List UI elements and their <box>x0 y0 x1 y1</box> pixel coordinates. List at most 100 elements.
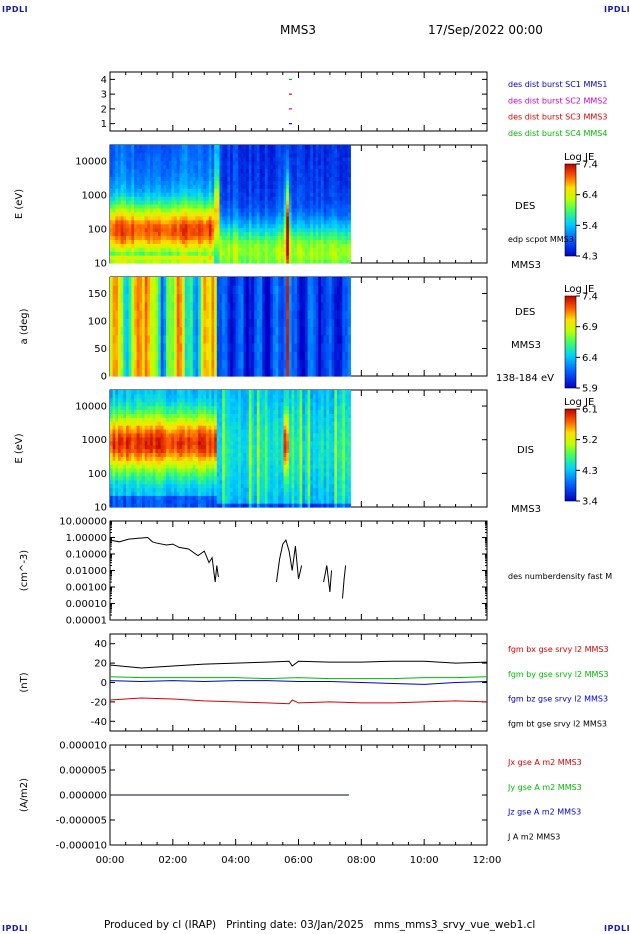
y-tick-label: 1000 <box>82 191 107 202</box>
y-tick-label: 0.00001 <box>66 616 107 627</box>
y-tick-label: 0.000000 <box>59 791 107 802</box>
y-tick-label: 0 <box>101 372 107 383</box>
density-line <box>342 565 347 599</box>
des-energy-spectrogram <box>110 145 351 264</box>
series-label: fgm bt gse srvy l2 MMS3 <box>508 719 607 728</box>
y-tick-label: 0.000010 <box>59 741 107 752</box>
y-tick-label: 100 <box>88 317 107 328</box>
y-tick-label: 10.00000 <box>59 517 107 528</box>
colorbar-tick-label: 6.9 <box>582 322 598 333</box>
time-tick-label: 04:00 <box>221 855 250 866</box>
panel-side-label: 138-184 eV <box>496 373 554 384</box>
y-tick-label: 1 <box>101 119 107 130</box>
corner-label-bottom-right: IPDLI <box>604 924 630 933</box>
y-tick-label: 0.00100 <box>66 583 107 594</box>
series-label: Jy gse A m2 MMS3 <box>507 783 582 792</box>
y-axis-label: (nT) <box>19 672 30 692</box>
colorbar-tick-label: 6.4 <box>582 353 598 364</box>
time-tick-label: 06:00 <box>284 855 313 866</box>
time-tick-label: 12:00 <box>473 855 502 866</box>
colorbar-tick-label: 5.2 <box>582 435 598 446</box>
density-line <box>276 539 303 583</box>
panel-side-label: MMS3 <box>511 340 541 351</box>
legend-entry: des dist burst SC1 MMS1 <box>508 80 607 89</box>
y-tick-label: 2 <box>101 104 107 115</box>
y-axis-label: a (deg) <box>19 308 30 344</box>
colorbar-tick-label: 7.4 <box>582 160 598 171</box>
panel-frame <box>109 520 488 621</box>
legend-entry: des dist burst SC3 MMS3 <box>508 113 607 122</box>
colorbar-tick-label: 3.4 <box>582 497 598 508</box>
time-tick-label: 10:00 <box>410 855 439 866</box>
panel-side-label: MMS3 <box>511 260 541 271</box>
time-tick-label: 02:00 <box>158 855 187 866</box>
y-tick-label: -20 <box>91 697 107 708</box>
des-pitch-angle-spectrogram <box>110 277 351 377</box>
series-label: Jz gse A m2 MMS3 <box>507 808 581 817</box>
colorbar-tick-label: 7.4 <box>582 292 598 303</box>
colorbar-title: Log JE <box>564 397 594 408</box>
y-tick-label: 0 <box>101 678 107 689</box>
colorbar-tick-label: 4.3 <box>582 252 598 263</box>
density-line <box>323 565 332 593</box>
colorbar-tick-label: 5.9 <box>582 384 598 395</box>
corner-label-top-left: IPDLI <box>2 5 29 14</box>
field-line <box>109 680 488 685</box>
legend-entry: des dist burst SC4 MMS4 <box>508 129 607 138</box>
y-tick-label: 20 <box>94 659 107 670</box>
y-tick-label: 10 <box>94 259 107 270</box>
y-tick-label: 1.00000 <box>66 533 107 544</box>
series-label: Jx gse A m2 MMS3 <box>507 758 582 767</box>
footer-info: Produced by cl (IRAP) Printing date: 03/… <box>104 919 536 931</box>
des-energy-colorbar <box>564 163 577 257</box>
legend-entry: des dist burst SC2 MMS2 <box>508 96 607 105</box>
y-tick-label: 150 <box>88 289 107 300</box>
y-tick-label: 0.000005 <box>59 766 107 777</box>
density-line <box>213 565 219 583</box>
colorbar-tick-label: 6.1 <box>582 405 598 416</box>
dis-energy-colorbar <box>564 408 577 502</box>
y-tick-label: 10000 <box>75 402 107 413</box>
colorbar-tick-label: 5.4 <box>582 221 598 232</box>
y-tick-label: 3 <box>101 90 107 101</box>
density-line <box>109 536 215 571</box>
series-label: fgm by gse srvy l2 MMS3 <box>508 670 609 679</box>
series-label: fgm bz gse srvy l2 MMS3 <box>508 695 608 704</box>
panel-side-label: DES <box>515 201 535 212</box>
des-pitch-colorbar <box>564 295 577 389</box>
y-tick-label: 0.01000 <box>66 566 107 577</box>
colorbar-title: Log JE <box>564 152 594 163</box>
corner-label-top-right: IPDLI <box>604 5 630 14</box>
y-axis-label: (cm^-3) <box>19 550 30 591</box>
y-tick-label: 0.10000 <box>66 550 107 561</box>
series-label: des numberdensity fast M <box>508 572 612 581</box>
field-line <box>109 660 488 669</box>
corner-label-bottom-left: IPDLI <box>2 924 29 933</box>
y-tick-label: 100 <box>88 469 107 480</box>
y-tick-label: 10000 <box>75 157 107 168</box>
y-axis-label: (A/m2) <box>19 778 30 812</box>
panel-frame <box>109 71 488 132</box>
y-tick-label: -40 <box>91 717 107 728</box>
y-tick-label: 10 <box>94 503 107 514</box>
y-tick-label: 50 <box>94 344 107 355</box>
y-axis-label: E (eV) <box>14 433 25 463</box>
colorbar-tick-label: 6.4 <box>582 190 598 201</box>
y-tick-label: 0.00010 <box>66 599 107 610</box>
y-tick-label: -0.000010 <box>56 841 107 852</box>
panel-side-label: DIS <box>517 445 534 456</box>
spacecraft-title: MMS3 <box>280 23 316 37</box>
colorbar-title: Log JE <box>564 284 594 295</box>
panel-frame <box>109 633 488 732</box>
y-tick-label: 4 <box>101 75 107 86</box>
field-line <box>109 697 488 705</box>
y-tick-label: 1000 <box>82 435 107 446</box>
panel-side-label: MMS3 <box>511 504 541 515</box>
y-tick-label: 100 <box>88 225 107 236</box>
field-line <box>109 676 488 680</box>
series-label: J A m2 MMS3 <box>507 832 560 841</box>
dis-energy-spectrogram <box>110 390 351 508</box>
panel-side-label: DES <box>515 307 535 318</box>
y-axis-label: E (eV) <box>14 189 25 219</box>
